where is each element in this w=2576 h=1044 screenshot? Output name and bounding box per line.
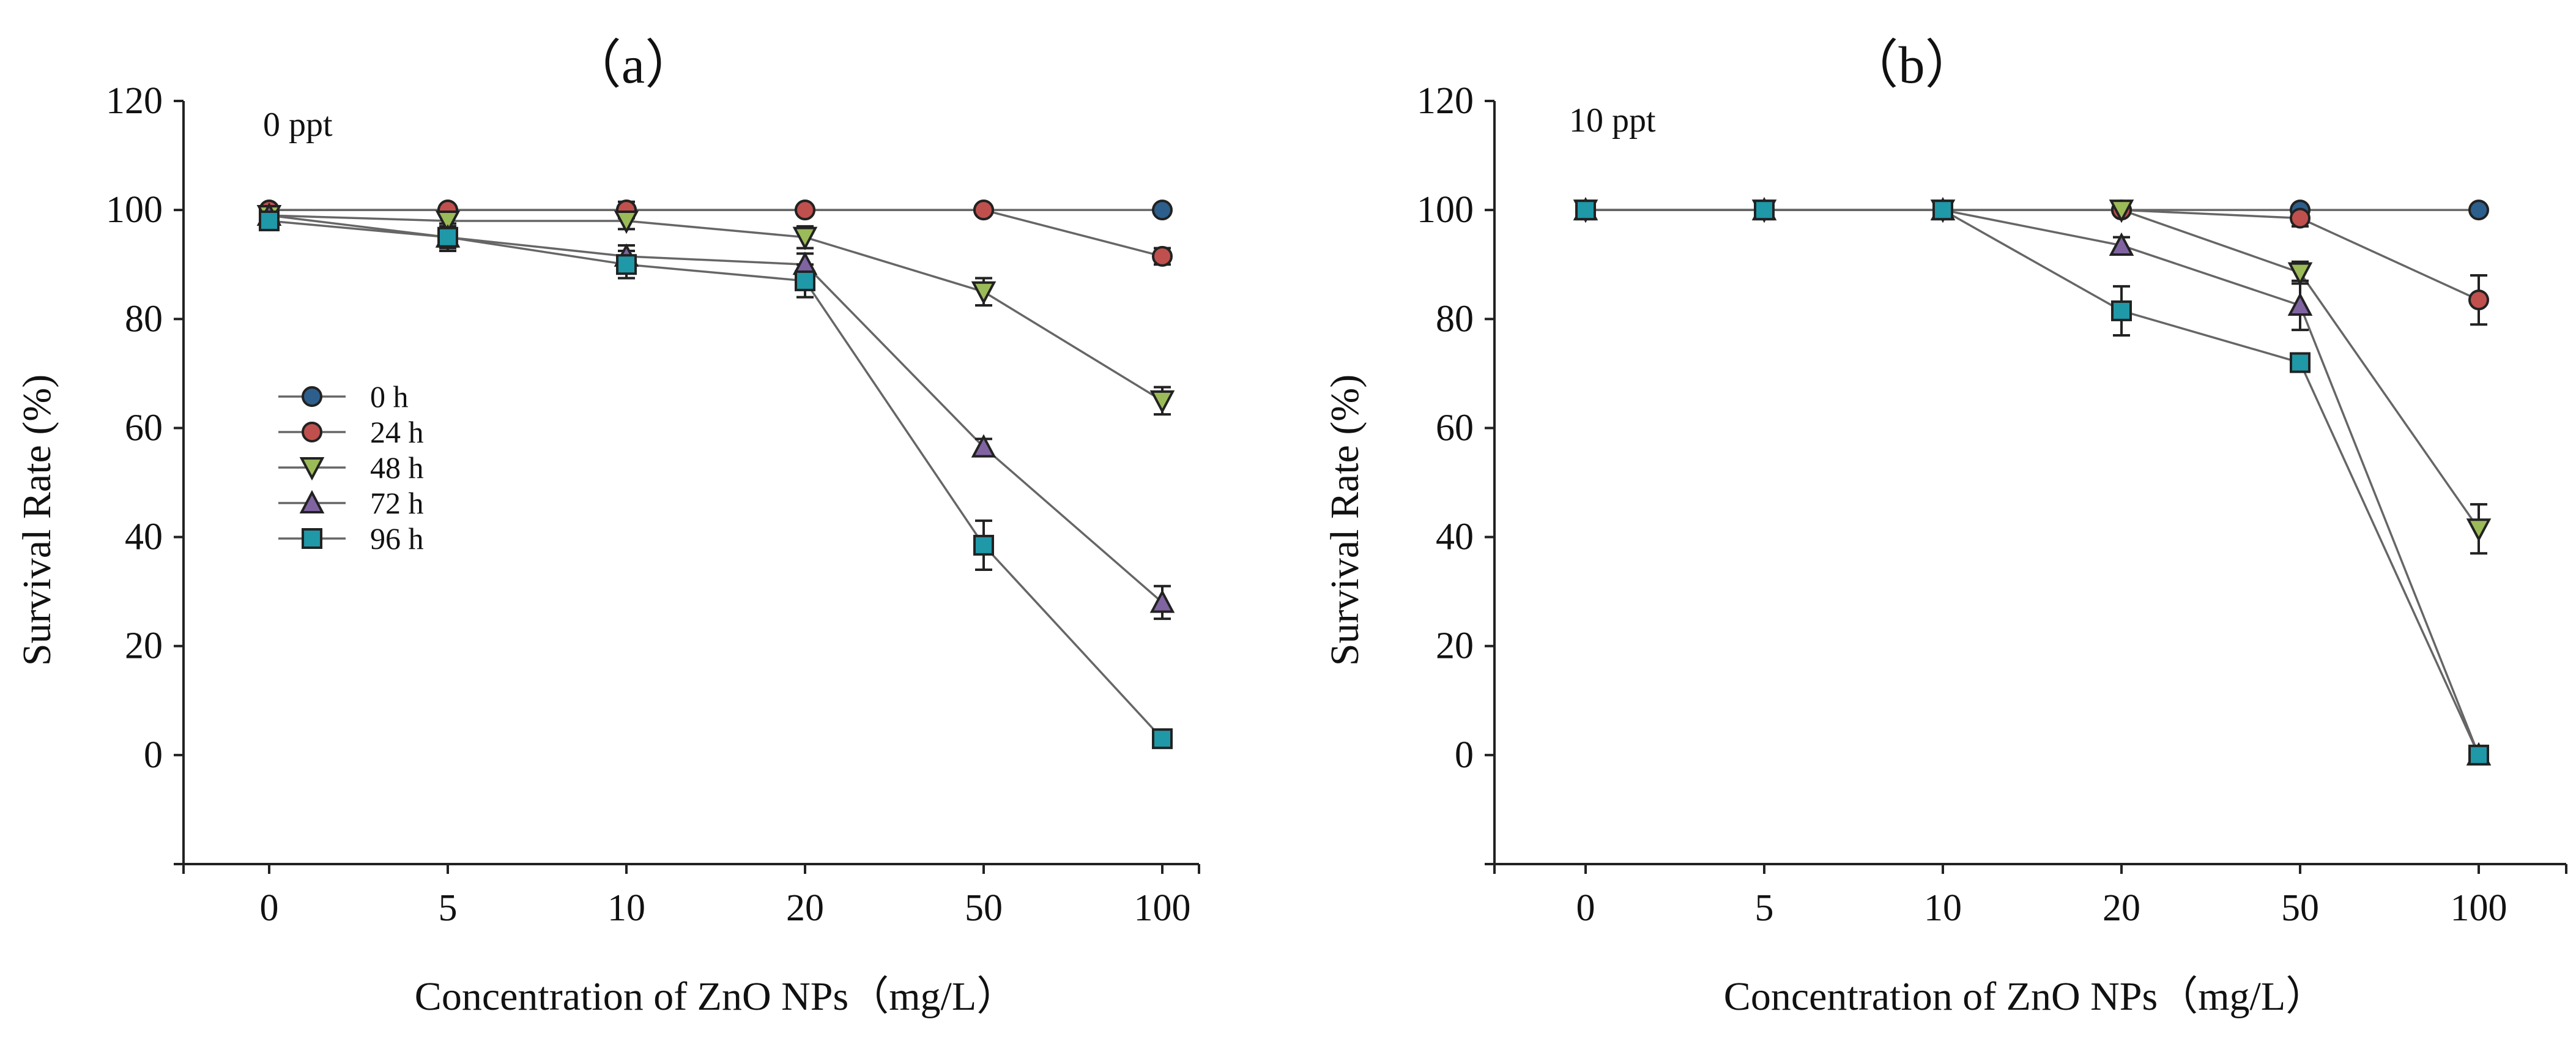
y-tick-label: 0 bbox=[144, 734, 163, 776]
legend-label: 72 h bbox=[370, 486, 424, 520]
data-point-48h bbox=[435, 210, 461, 234]
panel-a-x-axis-title: Concentration of ZnO NPs（mg/L） bbox=[415, 974, 1017, 1019]
x-tick-label: 0 bbox=[260, 887, 279, 929]
x-tick-label: 10 bbox=[1924, 887, 1962, 929]
y-tick-label: 100 bbox=[1417, 189, 1474, 231]
data-point-96h bbox=[1932, 199, 1953, 221]
legend-label: 0 h bbox=[370, 379, 409, 414]
data-point-96h bbox=[437, 226, 458, 248]
legend-item: 24 h bbox=[278, 415, 424, 449]
data-point-72h bbox=[2287, 292, 2313, 316]
data-point-24h bbox=[2468, 289, 2489, 311]
x-tick-label: 5 bbox=[439, 887, 458, 929]
data-point-48h bbox=[971, 281, 997, 305]
x-tick-label: 50 bbox=[2281, 887, 2319, 929]
panel-b-axes bbox=[1493, 101, 2566, 865]
data-point-96h bbox=[1575, 199, 1596, 221]
y-tick-label: 120 bbox=[1417, 80, 1474, 122]
x-tick-label: 100 bbox=[2451, 887, 2507, 929]
data-point-48h bbox=[2109, 199, 2134, 223]
data-point-0h bbox=[1152, 199, 1173, 221]
x-tick-label: 100 bbox=[1134, 887, 1191, 929]
y-tick-label: 60 bbox=[1436, 407, 1474, 449]
series-line-96h bbox=[269, 220, 1164, 740]
y-tick-label: 40 bbox=[125, 516, 163, 558]
panel-b-y-axis-title: Survival Rate (%) bbox=[1323, 375, 1367, 666]
data-point-96h bbox=[1152, 728, 1173, 750]
data-point-96h bbox=[2290, 352, 2311, 373]
y-tick-label: 40 bbox=[1436, 516, 1474, 558]
series-line-96h bbox=[1586, 209, 2480, 756]
x-tick-label: 50 bbox=[965, 887, 1003, 929]
series-line-48h bbox=[269, 214, 1163, 402]
panel-a-axes bbox=[182, 101, 1199, 865]
series-line-72h bbox=[1586, 209, 2480, 756]
x-tick-label: 20 bbox=[786, 887, 824, 929]
y-tick-label: 20 bbox=[125, 625, 163, 667]
legend-item: 72 h bbox=[278, 486, 424, 520]
series-line-24h bbox=[269, 209, 1163, 258]
data-point-96h bbox=[1754, 199, 1775, 221]
data-point-72h bbox=[971, 434, 997, 458]
legend-marker bbox=[302, 386, 322, 407]
legend-item: 96 h bbox=[278, 521, 424, 556]
panel-a-title: （a） bbox=[569, 35, 697, 94]
data-point-48h bbox=[2287, 262, 2313, 286]
data-point-96h bbox=[2468, 744, 2489, 766]
data-point-24h bbox=[795, 199, 815, 221]
x-tick-label: 0 bbox=[1576, 887, 1595, 929]
legend-marker bbox=[299, 490, 325, 513]
data-point-24h bbox=[973, 199, 994, 221]
legend-marker bbox=[302, 422, 322, 442]
data-point-48h bbox=[1149, 390, 1175, 414]
panel-a-legend: 0 h24 h48 h72 h96 h bbox=[278, 379, 424, 556]
y-tick-label: 80 bbox=[125, 298, 163, 340]
y-tick-label: 120 bbox=[106, 80, 163, 122]
y-tick-label: 80 bbox=[1436, 298, 1474, 340]
y-tick-label: 100 bbox=[106, 189, 163, 231]
data-point-72h bbox=[2109, 232, 2134, 256]
y-tick-label: 20 bbox=[1436, 625, 1474, 667]
data-point-24h bbox=[2290, 207, 2311, 229]
x-tick-label: 20 bbox=[2103, 887, 2140, 929]
legend-item: 0 h bbox=[278, 379, 409, 414]
panel-a-y-axis-title: Survival Rate (%) bbox=[15, 375, 59, 666]
legend-item: 48 h bbox=[278, 450, 424, 485]
data-point-96h bbox=[259, 210, 280, 231]
x-tick-label: 10 bbox=[607, 887, 645, 929]
panel-a-series bbox=[256, 199, 1175, 750]
y-tick-label: 0 bbox=[1455, 734, 1474, 776]
data-point-48h bbox=[614, 210, 639, 234]
data-point-48h bbox=[2466, 518, 2492, 542]
legend-label: 24 h bbox=[370, 415, 424, 449]
data-point-48h bbox=[792, 226, 818, 250]
series-line-24h bbox=[1586, 209, 2479, 301]
panel-b-chart: （b） 10 ppt Survival Rate (%) Concentrati… bbox=[1323, 35, 2567, 1019]
panel-a-condition-label: 0 ppt bbox=[263, 106, 333, 144]
data-point-96h bbox=[616, 254, 637, 275]
panel-b-condition-label: 10 ppt bbox=[1569, 102, 1656, 140]
legend-marker bbox=[299, 457, 325, 481]
x-tick-label: 5 bbox=[1755, 887, 1774, 929]
data-point-0h bbox=[2468, 199, 2489, 221]
panel-a-chart: （a） 0 ppt Survival Rate (%) Concentratio… bbox=[15, 35, 1200, 1019]
panel-b-title: （b） bbox=[1846, 35, 1978, 94]
data-point-96h bbox=[2111, 300, 2132, 321]
data-point-96h bbox=[973, 534, 994, 556]
data-point-96h bbox=[795, 270, 815, 291]
panel-b-x-axis-title: Concentration of ZnO NPs（mg/L） bbox=[1724, 974, 2326, 1019]
legend-label: 96 h bbox=[370, 521, 424, 556]
panel-a-ticks: 0 20 40 60 80 100 120 0 5 10 20 50 100 bbox=[106, 80, 1200, 929]
y-tick-label: 60 bbox=[125, 407, 163, 449]
legend-label: 48 h bbox=[370, 450, 424, 485]
series-line-48h bbox=[1586, 209, 2480, 530]
legend-marker bbox=[302, 528, 322, 549]
data-point-72h bbox=[1149, 589, 1175, 613]
panel-b-ticks: 0 20 40 60 80 100 120 0 5 10 20 50 100 bbox=[1417, 80, 2567, 929]
data-point-24h bbox=[1152, 245, 1173, 267]
panel-b-series bbox=[1573, 196, 2492, 766]
